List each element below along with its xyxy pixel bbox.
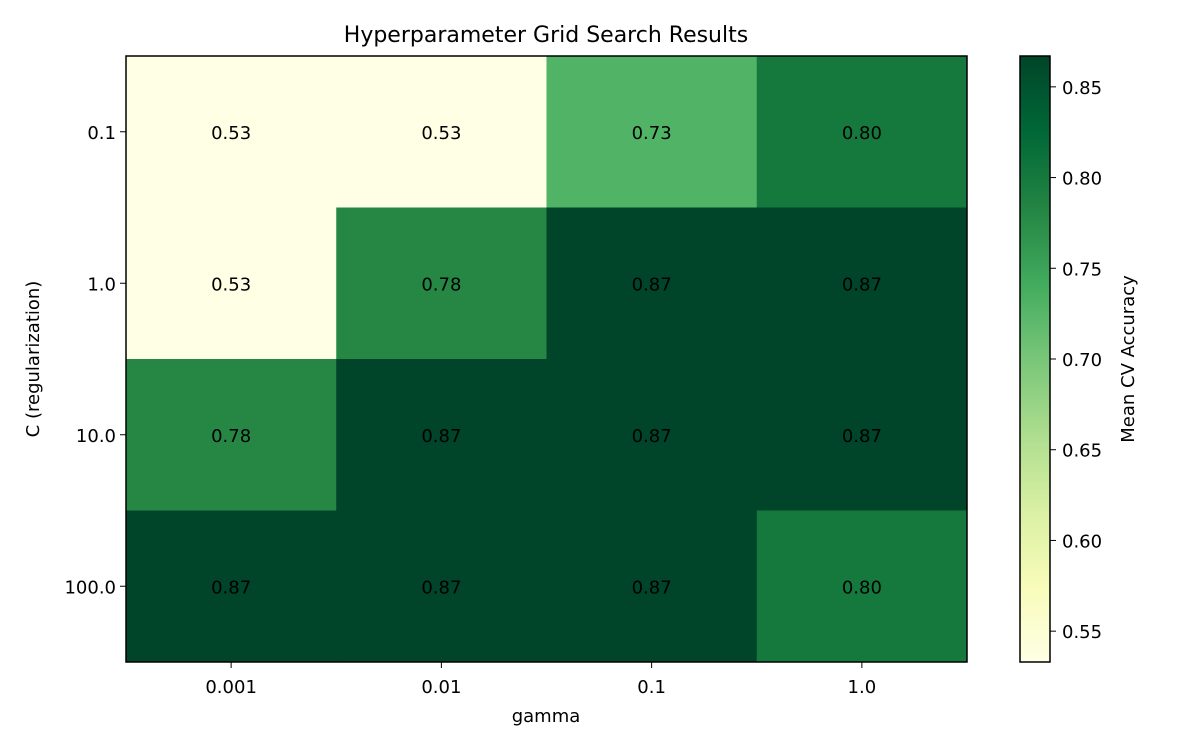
colorbar-label: Mean CV Accuracy (1118, 275, 1139, 443)
heatmap-cell (126, 56, 337, 208)
cell-value-label: 0.80 (842, 577, 882, 598)
heatmap-cell (756, 359, 968, 511)
cell-value-label: 0.87 (211, 577, 251, 598)
heatmap-cell (546, 510, 758, 663)
heatmap-cell (546, 359, 758, 511)
cell-value-label: 0.87 (632, 426, 672, 447)
colorbar-tick-label: 0.70 (1062, 350, 1102, 371)
cell-value-label: 0.73 (632, 123, 672, 144)
chart-title: Hyperparameter Grid Search Results (344, 23, 748, 48)
y-axis: 0.1 1.0 10.0 100.0 (64, 123, 126, 598)
heatmap-cell (756, 207, 968, 360)
heatmap-cell (126, 207, 337, 360)
y-tick-label: 0.1 (87, 123, 116, 144)
heatmap-cell (546, 207, 758, 360)
colorbar-tick-label: 0.60 (1062, 531, 1102, 552)
cell-value-label: 0.87 (421, 426, 461, 447)
heatmap-cell (336, 359, 547, 511)
colorbar-tick-label: 0.55 (1062, 622, 1102, 643)
cell-value-label: 0.53 (211, 274, 251, 295)
cell-value-label: 0.53 (211, 123, 251, 144)
cell-value-label: 0.87 (842, 426, 882, 447)
heatmap-cells: 0.53 0.53 0.73 0.80 0.53 0.78 0.87 0.87 0.78 0.87… (126, 56, 968, 663)
cell-value-label: 0.78 (421, 274, 461, 295)
y-tick-label: 1.0 (87, 274, 116, 295)
cell-value-label: 0.87 (842, 274, 882, 295)
cell-value-label: 0.87 (632, 274, 672, 295)
cell-value-label: 0.80 (842, 123, 882, 144)
heatmap-cell (336, 510, 547, 663)
colorbar (1019, 55, 1051, 663)
heatmap-cell (126, 510, 337, 663)
cell-value-label: 0.53 (421, 123, 461, 144)
y-tick-label: 10.0 (76, 426, 116, 447)
x-axis: 0.001 0.01 0.1 1.0 (205, 662, 876, 698)
cell-value-label: 0.87 (632, 577, 672, 598)
colorbar-tick-label: 0.75 (1062, 259, 1102, 280)
colorbar-ticks: 0.55 0.60 0.65 0.70 0.75 0.80 0.85 (1050, 78, 1102, 643)
x-tick-label: 0.01 (421, 677, 461, 698)
colorbar-tick-label: 0.65 (1062, 441, 1102, 462)
cell-value-label: 0.87 (421, 577, 461, 598)
heatmap-cell (546, 56, 758, 208)
heatmap-cell (756, 56, 968, 208)
x-tick-label: 0.001 (205, 677, 257, 698)
y-tick-label: 100.0 (64, 577, 116, 598)
heatmap-cell (336, 56, 547, 208)
heatmap-cell (336, 207, 547, 360)
x-axis-label: gamma (512, 706, 581, 727)
cell-value-label: 0.78 (211, 426, 251, 447)
plot-frame (125, 55, 968, 663)
x-tick-label: 1.0 (848, 677, 877, 698)
heatmap-cell (126, 359, 337, 511)
colorbar-tick-label: 0.80 (1062, 169, 1102, 190)
colorbar-tick-label: 0.85 (1062, 78, 1102, 99)
heatmap-cell (756, 510, 968, 663)
y-axis-label: C (regularization) (23, 281, 44, 438)
x-tick-label: 0.1 (637, 677, 666, 698)
